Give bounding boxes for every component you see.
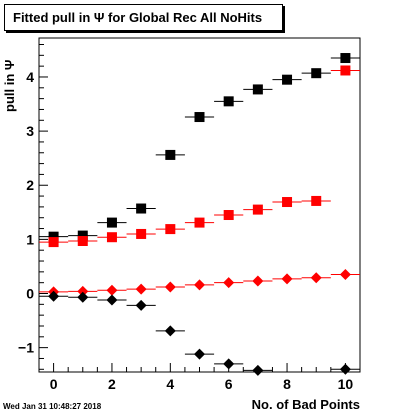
data-point-square [77,235,88,246]
data-point-square [106,232,117,243]
data-point-square [311,68,322,79]
data-point-square [223,210,234,221]
data-point-diamond [223,277,235,289]
y-tick-label: 2 [26,177,34,193]
chart-title-box: Fitted pull in Ψ for Global Rec All NoHi… [4,4,283,31]
data-point-diamond [164,325,176,337]
data-point-diamond [48,290,60,302]
data-point-diamond [339,269,351,281]
data-point-diamond [252,364,264,376]
x-tick-label: 6 [225,376,233,392]
data-point-square [194,112,205,123]
y-tick-label: 4 [26,69,34,85]
data-point-diamond [106,284,118,296]
data-point-square [282,74,293,85]
y-axis-label: pull in Ψ [2,59,17,112]
data-point-diamond [281,273,293,285]
x-tick-label: 8 [283,376,291,392]
x-tick-label: 2 [108,376,116,392]
data-point-diamond [106,294,118,306]
data-point-square [136,203,147,214]
data-point-square [282,197,293,208]
data-point-diamond [339,363,351,375]
data-point-diamond [135,283,147,295]
data-point-diamond [77,285,89,297]
data-point-diamond [77,291,89,303]
y-tick-label: 0 [26,286,34,302]
x-tick-label: 10 [338,376,354,392]
data-point-square [223,96,234,107]
y-tick-label: −1 [18,340,34,356]
x-tick-label: 0 [50,376,58,392]
data-point-square [311,195,322,206]
data-point-square [165,149,176,160]
data-point-diamond [194,348,205,360]
data-point-diamond [194,279,205,291]
data-point-square [252,84,263,95]
data-point-square [106,217,117,228]
data-point-diamond [310,272,322,284]
data-point-square [77,230,88,241]
chart-title: Fitted pull in Ψ for Global Rec All NoHi… [13,10,263,25]
data-point-diamond [164,281,176,293]
data-point-diamond [223,358,235,370]
data-point-diamond [135,299,147,311]
data-point-square [48,231,59,242]
timestamp: Wed Jan 31 10:48:27 2018 [3,402,102,411]
data-point-square [48,237,59,248]
data-point-square [165,224,176,235]
y-tick-label: 3 [26,123,34,139]
data-point-square [252,204,263,215]
x-tick-label: 4 [166,376,174,392]
data-point-square [340,65,351,76]
data-point-square [340,53,351,64]
data-point-square [136,228,147,239]
y-tick-label: 1 [26,231,34,247]
data-point-diamond [252,275,264,287]
x-axis-label: No. of Bad Points [251,397,360,412]
data-point-square [194,217,205,228]
